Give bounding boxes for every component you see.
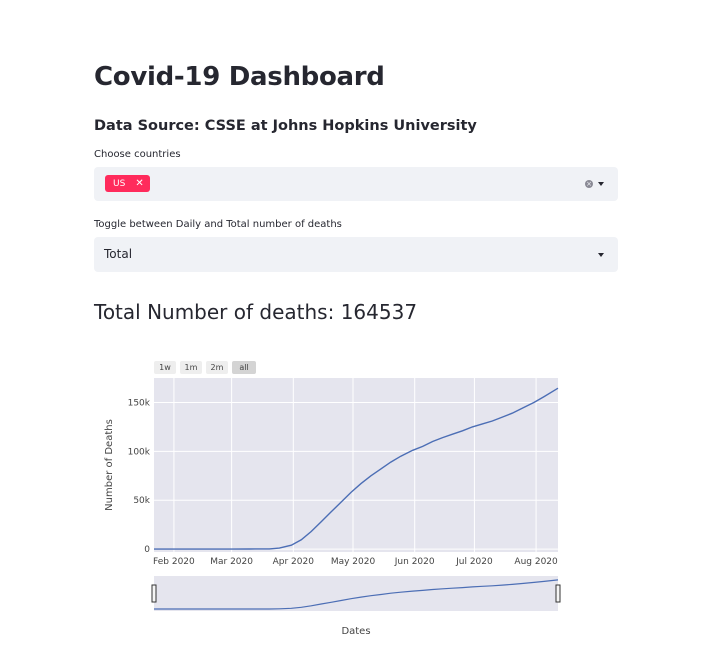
range-slider-right-handle[interactable] [555, 584, 561, 603]
plot-area[interactable] [154, 378, 558, 552]
countries-label: Choose countries [94, 149, 181, 160]
gridlines [154, 378, 558, 552]
x-axis-title: Dates [341, 626, 370, 637]
range-button-all[interactable]: all [232, 361, 256, 374]
page-title: Covid-19 Dashboard [94, 62, 385, 92]
range-button-1m[interactable]: 1m [180, 361, 202, 374]
y-axis-ticks: 0 50k 100k 150k [128, 398, 151, 555]
y-tick-label: 50k [133, 496, 150, 506]
x-tick-label: Jun 2020 [394, 557, 435, 567]
x-tick-label: Mar 2020 [210, 557, 253, 567]
x-axis-ticks: Feb 2020 Mar 2020 Apr 2020 May 2020 Jun 2020… [153, 557, 558, 567]
range-button-2m[interactable]: 2m [206, 361, 228, 374]
x-tick-label: May 2020 [331, 557, 376, 567]
toggle-label: Toggle between Daily and Total number of… [94, 219, 342, 230]
daily-total-select[interactable]: Total [94, 237, 618, 272]
total-deaths-heading: Total Number of deaths: 164537 [94, 300, 418, 324]
x-tick-label: Jul 2020 [455, 557, 493, 567]
range-button-1w[interactable]: 1w [154, 361, 176, 374]
selected-mode: Total [104, 247, 133, 261]
clear-selection-icon[interactable]: × [585, 180, 593, 188]
x-tick-label: Feb 2020 [153, 557, 195, 567]
data-source-subtitle: Data Source: CSSE at Johns Hopkins Unive… [94, 118, 477, 134]
series-line-main [154, 387, 559, 550]
y-axis-title: Number of Deaths [104, 419, 115, 511]
chevron-down-icon[interactable] [598, 182, 604, 186]
series-line-slider [154, 579, 559, 610]
range-slider[interactable] [154, 576, 558, 611]
y-tick-label: 0 [144, 545, 150, 555]
remove-tag-icon[interactable]: ✕ [135, 178, 144, 189]
x-tick-label: Apr 2020 [273, 557, 315, 567]
countries-multiselect[interactable]: US ✕ × [94, 167, 618, 201]
y-tick-label: 100k [128, 447, 151, 457]
country-tag-label: US [113, 178, 126, 189]
range-slider-left-handle[interactable] [151, 584, 157, 603]
y-tick-label: 150k [128, 398, 151, 408]
chevron-down-icon[interactable] [598, 253, 604, 257]
country-tag-us: US ✕ [105, 175, 150, 192]
x-tick-label: Aug 2020 [514, 557, 558, 567]
